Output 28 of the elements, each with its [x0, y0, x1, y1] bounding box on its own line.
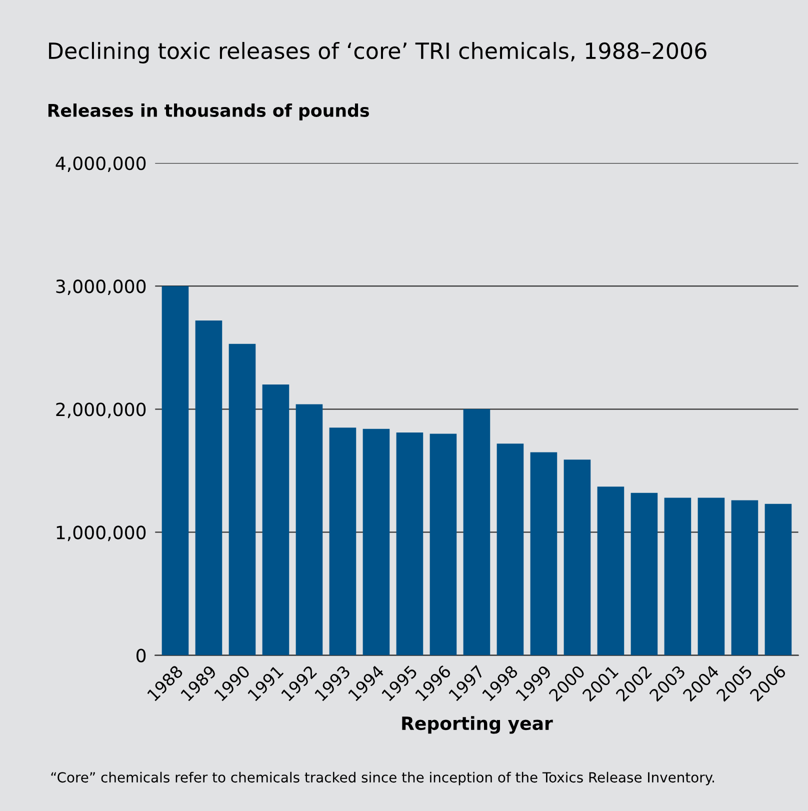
y-tick-label: 2,000,000 — [56, 402, 146, 418]
bar — [597, 486, 624, 656]
text: “Core” chemicals refer to chemicals tracked since the inception of the Toxics Release Inventory. — [51, 772, 714, 786]
bar — [228, 344, 256, 656]
bar — [396, 432, 424, 656]
bar — [764, 504, 792, 656]
bar — [630, 492, 658, 656]
y-tick-label: 4,000,000 — [56, 156, 146, 172]
bar — [362, 428, 390, 656]
y-tick-label: 0 — [136, 648, 146, 662]
bar — [329, 428, 356, 656]
bar — [195, 320, 222, 656]
y-tick-label: 1,000,000 — [56, 526, 146, 542]
chart-title: Declining toxic releases of ‘core’ TRI chemicals, 1988–2006 — [49, 42, 706, 64]
x-axis-title: Reporting year — [402, 716, 553, 734]
bar — [296, 404, 323, 656]
bar — [698, 498, 725, 656]
bar — [530, 452, 558, 656]
y-axis-title: Releases in thousands of pounds — [48, 104, 369, 120]
bar — [564, 460, 591, 656]
bar — [430, 434, 457, 656]
bar — [664, 498, 692, 656]
y-tick-label: 3,000,000 — [56, 280, 146, 296]
bar — [162, 286, 189, 656]
bar — [496, 444, 524, 656]
bar — [463, 409, 490, 656]
bar — [731, 500, 758, 656]
bar — [262, 384, 290, 656]
